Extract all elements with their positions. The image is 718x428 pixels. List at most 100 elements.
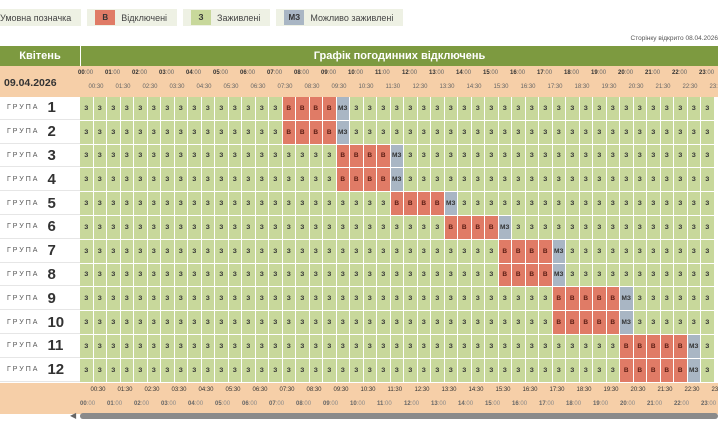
schedule-cell-on: З <box>390 263 404 287</box>
hour-tick: 19:00 <box>593 400 609 407</box>
schedule-cell-on: З <box>120 215 134 239</box>
schedule-cell-maybe: МЗ <box>336 120 350 144</box>
schedule-cell-on: З <box>309 287 323 311</box>
schedule-cell-on: З <box>201 358 215 382</box>
half-hour-tick: 05:30 <box>223 84 239 90</box>
schedule-cell-on: З <box>674 239 688 263</box>
schedule-cell-on: З <box>309 311 323 334</box>
schedule-cell-on: З <box>606 239 620 263</box>
schedule-cell-on: З <box>161 192 175 215</box>
schedule-cell-on: З <box>606 215 620 239</box>
schedule-cell-on: З <box>701 97 715 120</box>
schedule-cell-on: З <box>552 168 566 192</box>
schedule-cell-on: З <box>188 192 202 215</box>
schedule-cell-on: З <box>687 263 701 287</box>
outage-schedule-table: Квітень Графік погодинних відключень 09.… <box>0 46 718 414</box>
schedule-cell-off: В <box>309 120 323 144</box>
schedule-cell-on: З <box>579 144 593 168</box>
group-row: ГРУПА 7 З З З З З З З З З З З З З З З З З З З З З З З З З З З З З З З В В В… <box>0 239 718 264</box>
half-hour-tick: 06:30 <box>250 84 266 90</box>
schedule-cell-on: З <box>309 168 323 192</box>
schedule-cell-on: З <box>471 168 485 192</box>
schedule-cell-on: З <box>350 239 364 263</box>
schedule-cell-on: З <box>80 358 94 382</box>
schedule-cell-on: З <box>147 192 161 215</box>
schedule-cell-on: З <box>282 358 296 382</box>
schedule-cell-off: В <box>390 192 404 215</box>
schedule-cell-on: З <box>161 144 175 168</box>
schedule-cell-on: З <box>377 263 391 287</box>
scrollbar-thumb[interactable] <box>80 413 718 419</box>
schedule-cell-on: З <box>161 97 175 120</box>
legend-item: МЗ Можливо заживлені <box>276 9 404 26</box>
half-hour-tick: 10:30 <box>360 386 376 393</box>
group-number: 1 <box>47 99 56 117</box>
schedule-cell-on: З <box>431 358 445 382</box>
schedule-cell-off: В <box>674 358 688 382</box>
schedule-cell-on: З <box>485 120 499 144</box>
schedule-cell-on: З <box>417 358 431 382</box>
schedule-cell-on: З <box>93 168 107 192</box>
schedule-cell-off: В <box>444 215 458 239</box>
half-hour-tick: 20:30 <box>630 386 646 393</box>
schedule-cell-on: З <box>269 334 283 358</box>
half-hour-tick: 08:30 <box>306 386 322 393</box>
schedule-cell-on: З <box>363 287 377 311</box>
schedule-cell-on: З <box>687 239 701 263</box>
schedule-cell-on: З <box>161 358 175 382</box>
schedule-cell-on: З <box>336 311 350 334</box>
half-hour-tick: 07:30 <box>279 386 295 393</box>
schedule-cell-maybe: МЗ <box>498 215 512 239</box>
schedule-cell-maybe: МЗ <box>552 239 566 263</box>
schedule-cell-on: З <box>161 287 175 311</box>
schedule-cell-on: З <box>350 358 364 382</box>
schedule-cell-on: З <box>647 97 661 120</box>
schedule-cell-off: В <box>498 239 512 263</box>
schedule-cell-on: З <box>201 97 215 120</box>
schedule-cell-on: З <box>512 287 526 311</box>
group-prefix: ГРУПА <box>7 270 40 278</box>
schedule-cell-on: З <box>120 168 134 192</box>
schedule-cell-on: З <box>579 334 593 358</box>
schedule-cell-on: З <box>404 287 418 311</box>
schedule-cell-on: З <box>296 358 310 382</box>
schedule-cell-on: З <box>471 192 485 215</box>
schedule-cell-on: З <box>350 120 364 144</box>
horizontal-scrollbar[interactable]: ◀ <box>70 411 718 421</box>
schedule-cell-on: З <box>107 239 121 263</box>
schedule-date: 09.04.2026 <box>4 77 57 89</box>
scroll-left-icon[interactable]: ◀ <box>70 411 77 420</box>
schedule-cell-on: З <box>633 120 647 144</box>
schedule-cell-on: З <box>134 215 148 239</box>
hour-tick: 07:00 <box>267 70 283 76</box>
schedule-cell-on: З <box>93 239 107 263</box>
schedule-cell-on: З <box>431 168 445 192</box>
schedule-cell-on: З <box>269 263 283 287</box>
schedule-cell-on: З <box>444 144 458 168</box>
schedule-cell-on: З <box>444 168 458 192</box>
schedule-cell-on: З <box>80 263 94 287</box>
schedule-cell-on: З <box>296 287 310 311</box>
schedule-cell-on: З <box>309 358 323 382</box>
schedule-cell-on: З <box>120 97 134 120</box>
group-number: 2 <box>47 123 56 141</box>
schedule-cell-on: З <box>161 311 175 334</box>
hour-tick: 05:00 <box>213 70 229 76</box>
schedule-cell-on: З <box>525 311 539 334</box>
schedule-cell-on: З <box>579 239 593 263</box>
schedule-cell-on: З <box>660 287 674 311</box>
half-hour-tick: 02:30 <box>144 386 160 393</box>
schedule-cell-off: В <box>323 120 337 144</box>
group-label: ГРУПА 8 <box>0 263 80 287</box>
time-axis-bottom: 00:00 01:00 02:00 03:00 04:00 05:00 06:00 07:00… <box>80 383 718 414</box>
hour-tick: 23:00 <box>699 70 715 76</box>
hour-tick: 19:00 <box>591 70 607 76</box>
schedule-cell-on: З <box>323 358 337 382</box>
schedule-cell-on: З <box>323 168 337 192</box>
schedule-cell-on: З <box>417 239 431 263</box>
half-hour-tick: 01:30 <box>117 386 133 393</box>
schedule-cell-on: З <box>147 144 161 168</box>
schedule-cell-on: З <box>525 215 539 239</box>
schedule-cell-on: З <box>701 215 715 239</box>
schedule-cell-on: З <box>485 239 499 263</box>
